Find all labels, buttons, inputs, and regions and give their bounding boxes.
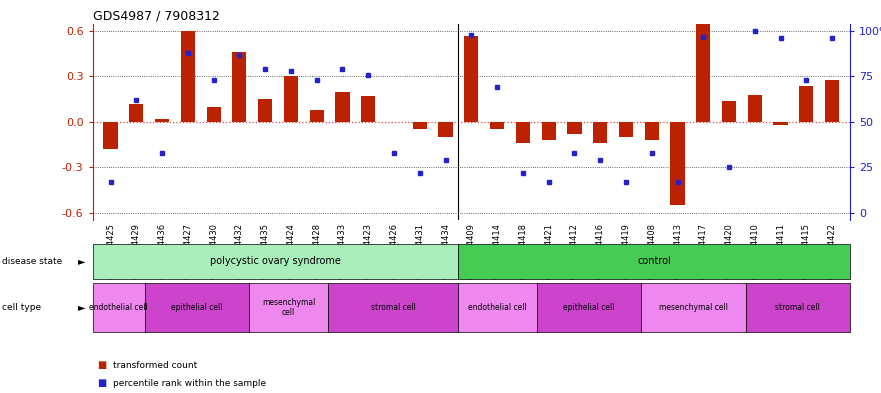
Bar — [537, 283, 641, 332]
Text: endothelial cell: endothelial cell — [468, 303, 527, 312]
Text: disease state: disease state — [2, 257, 62, 266]
Text: ■: ■ — [97, 360, 106, 371]
Bar — [618, 122, 633, 137]
Bar — [130, 104, 144, 122]
Bar — [490, 122, 504, 129]
Bar — [361, 96, 375, 122]
Bar — [439, 122, 453, 137]
Text: ■: ■ — [97, 378, 106, 388]
Bar — [336, 92, 350, 122]
Bar — [567, 122, 581, 134]
Text: polycystic ovary syndrome: polycystic ovary syndrome — [210, 256, 341, 266]
Bar — [458, 283, 537, 332]
Bar — [93, 283, 144, 332]
Bar — [593, 122, 607, 143]
Bar — [774, 122, 788, 125]
Bar — [542, 122, 556, 140]
Bar — [284, 77, 298, 122]
Bar — [464, 36, 478, 122]
Bar — [206, 107, 221, 122]
Bar — [412, 122, 427, 129]
Bar — [258, 99, 272, 122]
Bar — [670, 122, 685, 205]
Bar — [515, 122, 530, 143]
Bar — [825, 79, 840, 122]
Text: ►: ► — [78, 303, 85, 312]
Text: ►: ► — [78, 256, 85, 266]
Text: control: control — [637, 256, 671, 266]
Bar — [233, 52, 247, 122]
Bar — [696, 13, 710, 122]
Bar — [144, 283, 249, 332]
Bar — [799, 86, 813, 122]
Text: mesenchymal
cell: mesenchymal cell — [262, 298, 315, 317]
Bar — [309, 110, 324, 122]
Text: epithelial cell: epithelial cell — [171, 303, 223, 312]
Bar — [155, 119, 169, 122]
Text: stromal cell: stromal cell — [371, 303, 416, 312]
Text: GDS4987 / 7908312: GDS4987 / 7908312 — [93, 9, 219, 22]
Bar — [722, 101, 737, 122]
Bar — [645, 122, 659, 140]
Bar — [328, 283, 458, 332]
Bar — [249, 283, 328, 332]
Text: mesenchymal cell: mesenchymal cell — [659, 303, 728, 312]
Bar — [103, 122, 118, 149]
Text: endothelial cell: endothelial cell — [89, 303, 148, 312]
Bar — [458, 244, 850, 279]
Bar — [745, 283, 850, 332]
Text: epithelial cell: epithelial cell — [563, 303, 615, 312]
Bar — [748, 95, 762, 122]
Bar — [181, 31, 195, 122]
Text: percentile rank within the sample: percentile rank within the sample — [113, 379, 266, 387]
Text: stromal cell: stromal cell — [775, 303, 820, 312]
Bar — [93, 244, 458, 279]
Bar — [641, 283, 745, 332]
Text: transformed count: transformed count — [113, 361, 197, 370]
Text: cell type: cell type — [2, 303, 41, 312]
